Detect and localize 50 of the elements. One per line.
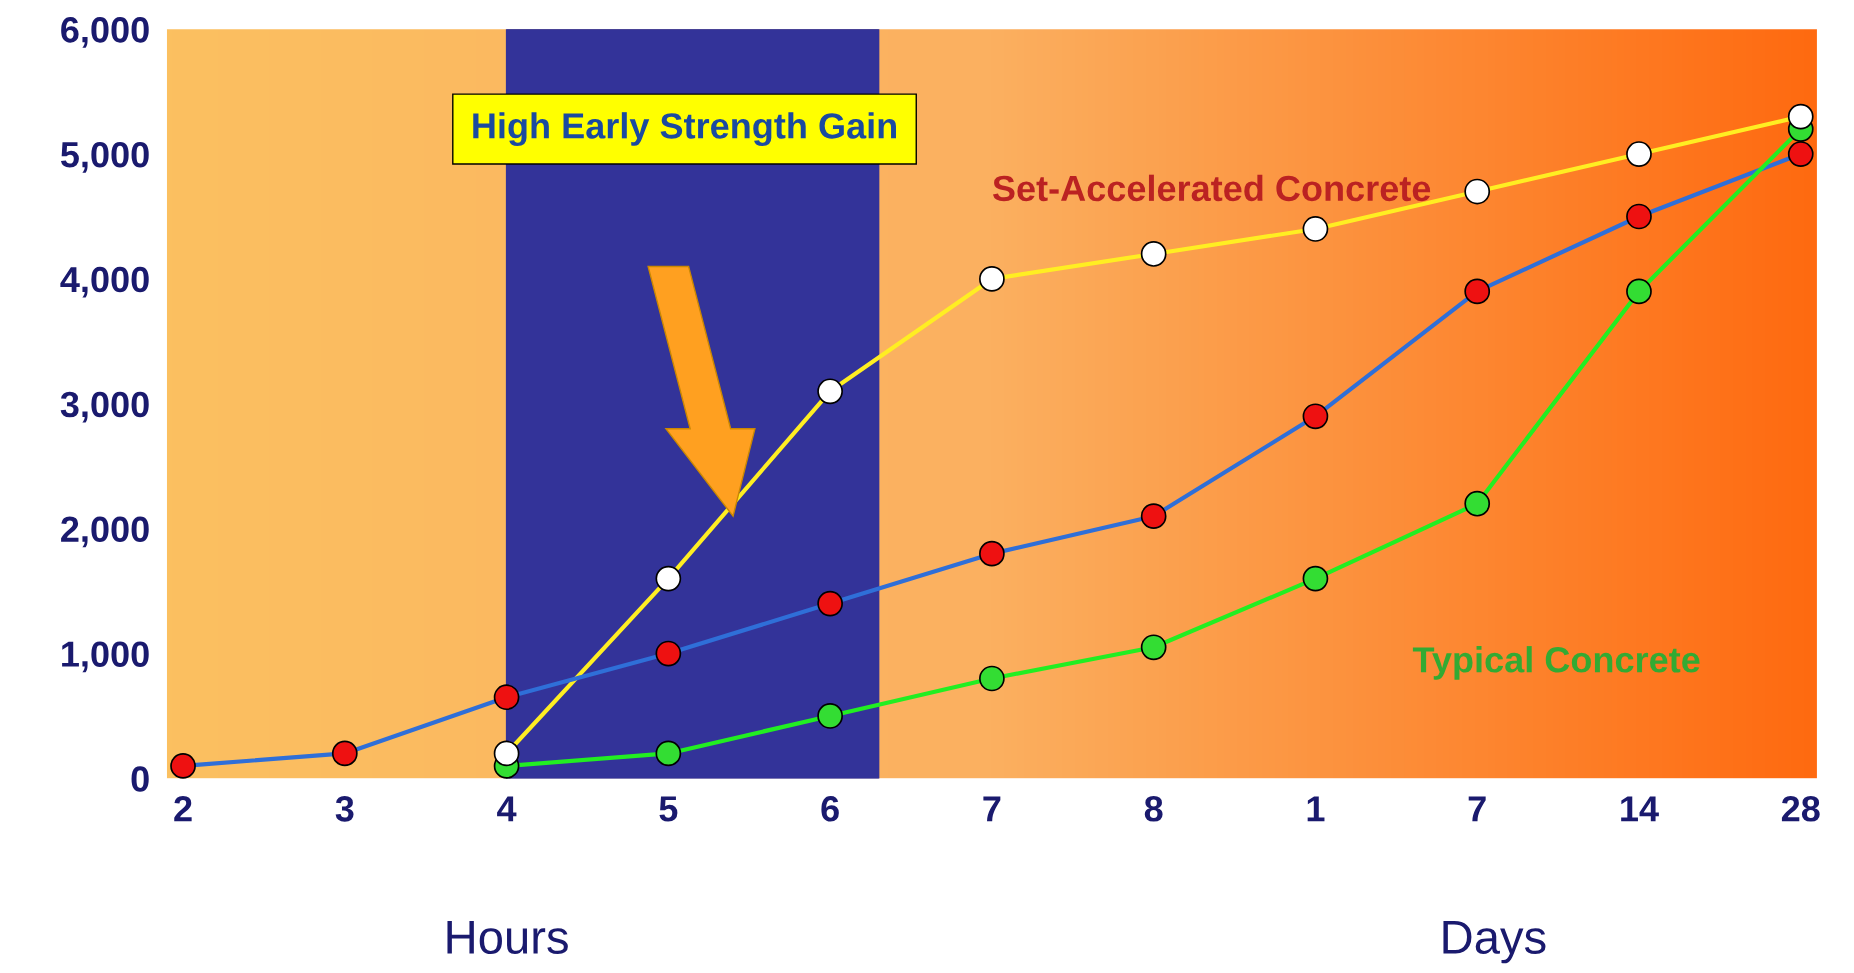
point <box>1464 278 1491 305</box>
y-tick-label: 1,000 <box>62 641 149 673</box>
x-tick-label: 1 <box>1307 796 1325 822</box>
point <box>1302 403 1329 430</box>
text: Hours <box>447 921 568 954</box>
x-tick-label: 7 <box>1468 796 1486 822</box>
x-tick-label: 4 <box>497 796 517 822</box>
point <box>1787 103 1814 130</box>
point <box>1464 490 1491 517</box>
point <box>655 740 682 767</box>
point <box>817 590 843 617</box>
point <box>1140 503 1167 530</box>
series-label: Set-Accelerated Concrete <box>992 174 1431 202</box>
point <box>1787 141 1814 167</box>
point <box>1140 634 1167 661</box>
x-tick-label: 5 <box>659 796 678 822</box>
point <box>1626 141 1652 167</box>
point <box>655 565 682 592</box>
text: Typical Concrete <box>1412 646 1700 680</box>
x-tick-label: 7 <box>983 796 1001 822</box>
y-tick-label: 6,000 <box>61 17 149 48</box>
x-tick-label: 3 <box>335 796 354 822</box>
x-tick-label: 8 <box>1144 796 1163 822</box>
point <box>979 266 1005 292</box>
point <box>1464 178 1491 205</box>
point <box>1626 278 1652 305</box>
point <box>1302 565 1329 592</box>
annotation: High Early Strength Gain <box>473 112 896 146</box>
x-tick-label: 2 <box>174 796 192 822</box>
text: Days <box>1443 921 1546 964</box>
y-tick-label: 5,000 <box>60 141 149 173</box>
x-tick-label: 6 <box>821 796 839 822</box>
point <box>170 753 196 779</box>
point <box>1302 216 1329 242</box>
point <box>817 703 843 729</box>
point <box>1626 203 1652 230</box>
x-tick-label: 28 <box>1781 796 1820 822</box>
point <box>655 640 682 667</box>
x-tick-label: 14 <box>1621 796 1659 822</box>
y-tick-label: 0 <box>131 766 149 792</box>
point <box>331 740 358 767</box>
point <box>817 378 843 405</box>
point <box>493 740 520 767</box>
y-tick-label: 2,000 <box>61 516 149 548</box>
point <box>979 540 1005 567</box>
point <box>493 684 520 711</box>
y-tick-label: 3,000 <box>60 391 149 423</box>
y-tick-label: 4,000 <box>60 266 149 298</box>
point <box>979 665 1005 692</box>
point <box>1140 241 1167 267</box>
